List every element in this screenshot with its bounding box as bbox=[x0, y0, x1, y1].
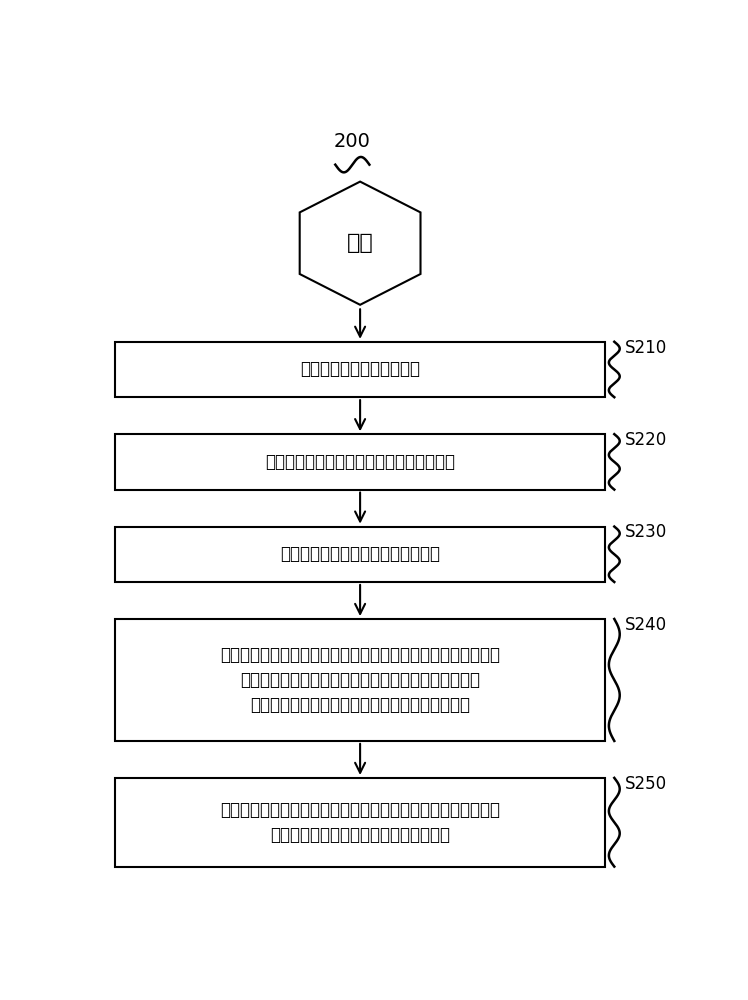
Text: S250: S250 bbox=[625, 775, 666, 793]
Text: 支付单元对商品进行付款，并将付款信息反馈至控制单元，控制
单元将付款信息返回至触屏显示单元显示: 支付单元对商品进行付款，并将付款信息反馈至控制单元，控制 单元将付款信息返回至触… bbox=[220, 801, 500, 844]
Bar bbox=[115, 342, 605, 397]
Bar bbox=[115, 778, 605, 867]
Text: S230: S230 bbox=[625, 523, 666, 541]
Text: 控制单元接收订单系统主机发送的订单信息: 控制单元接收订单系统主机发送的订单信息 bbox=[265, 453, 455, 471]
Text: S220: S220 bbox=[625, 431, 666, 449]
Text: 二维码扫描单元扫描火车票二维码信息，并将火车票二维码信息
传输至控制单元及订单系统主机，控制单元根据火车票
二维码信息向订单系统主机请求验证乘客身份信息: 二维码扫描单元扫描火车票二维码信息，并将火车票二维码信息 传输至控制单元及订单系… bbox=[220, 646, 500, 714]
Bar bbox=[115, 619, 605, 741]
Text: 订单系统主机提供订单信息: 订单系统主机提供订单信息 bbox=[300, 360, 420, 378]
Bar bbox=[115, 527, 605, 582]
Bar bbox=[115, 434, 605, 490]
Text: 开始: 开始 bbox=[347, 233, 373, 253]
Text: S240: S240 bbox=[625, 616, 666, 634]
Text: S210: S210 bbox=[625, 339, 666, 357]
Text: 触屏显示单元向售货员显示订单信息: 触屏显示单元向售货员显示订单信息 bbox=[280, 545, 440, 563]
Text: 200: 200 bbox=[334, 132, 371, 151]
